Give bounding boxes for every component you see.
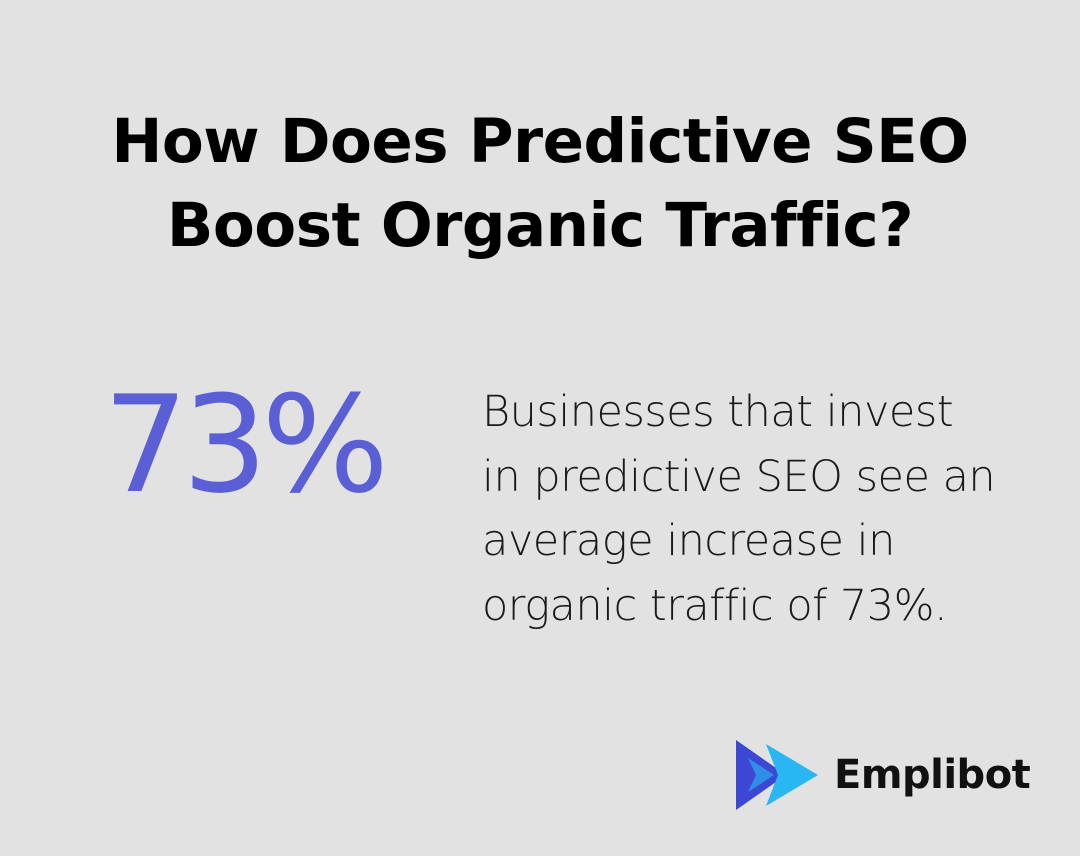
play-chevron-logo-icon bbox=[736, 740, 818, 810]
brand-name: Emplibot bbox=[834, 752, 1031, 798]
title-line-2: Boost Organic Traffic? bbox=[166, 190, 914, 261]
description-line: average increase in bbox=[482, 516, 895, 566]
page-title: How Does Predictive SEO Boost Organic Tr… bbox=[40, 100, 1040, 268]
stat-value: 73% bbox=[103, 367, 389, 523]
title-line-1: How Does Predictive SEO bbox=[111, 106, 969, 177]
brand-logo: Emplibot bbox=[736, 740, 1031, 810]
description-line: Businesses that invest bbox=[482, 387, 954, 437]
description-line: organic traffic of 73%. bbox=[482, 580, 948, 631]
stat-description: Businesses that invest in predictive SEO… bbox=[482, 380, 1042, 638]
description-line: in predictive SEO see an bbox=[482, 451, 996, 502]
